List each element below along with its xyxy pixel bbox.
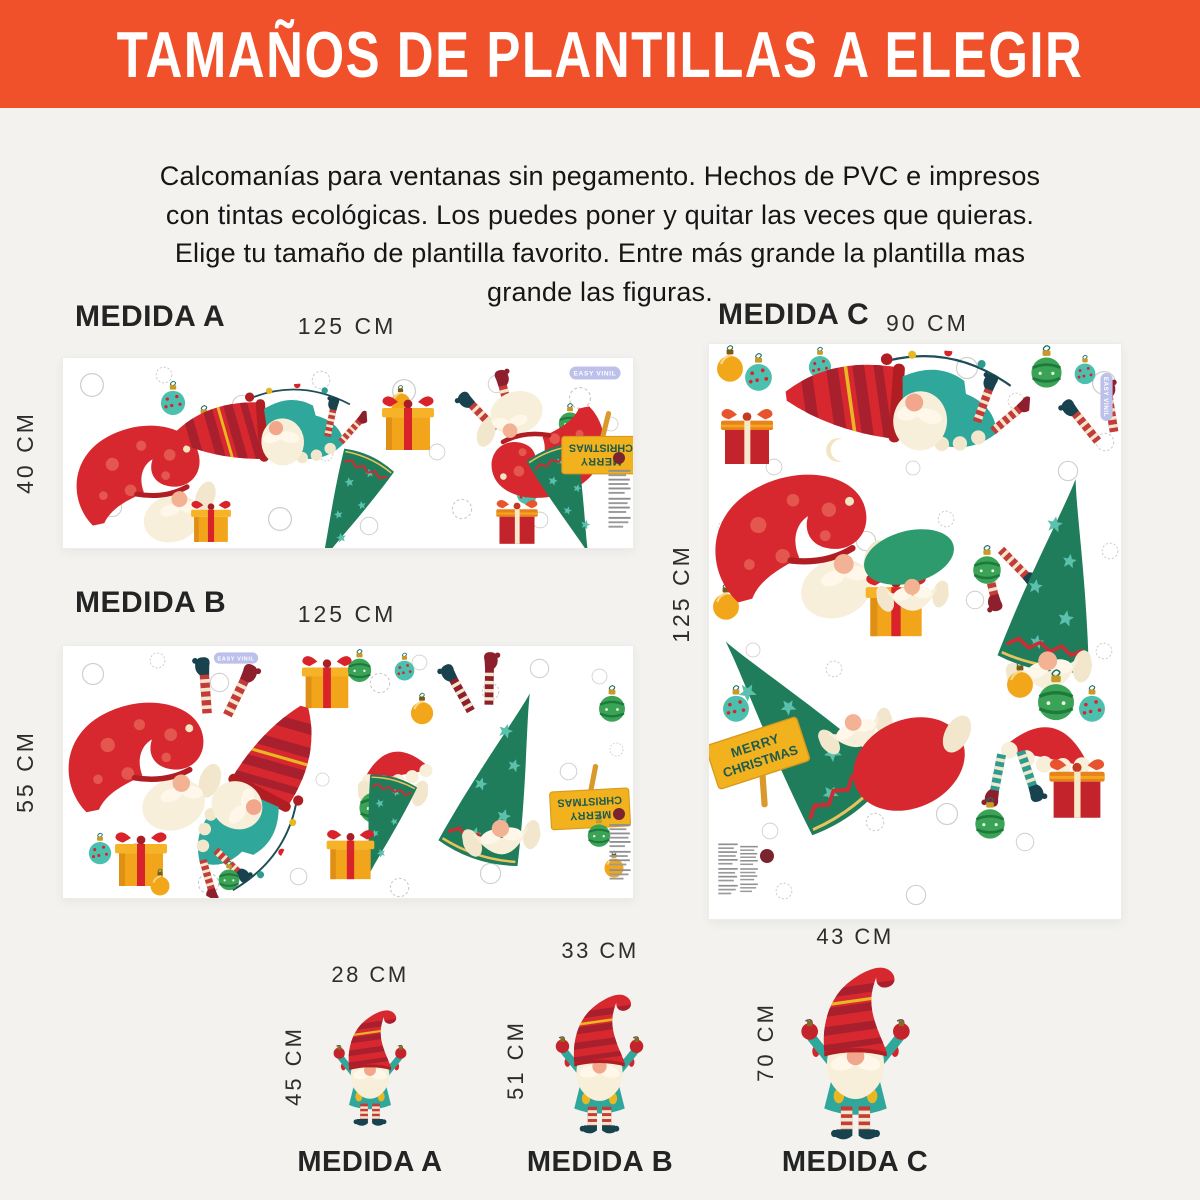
tree-icon [996, 471, 1121, 678]
brand-badge [569, 366, 621, 380]
gift-icon [382, 396, 434, 450]
template-a-width-label: 125 CM [297, 313, 397, 339]
bauble-icon [715, 344, 745, 383]
template-c-preview [708, 343, 1122, 920]
instructions-text-block [718, 843, 738, 895]
template-a-height-label: 40 CM [11, 410, 38, 494]
gnome-body-icon [853, 717, 965, 811]
intro-paragraph: Calcomanías para ventanas sin pegamento.… [159, 161, 1041, 307]
bauble-icon [409, 692, 435, 726]
bauble-icon [1074, 354, 1096, 385]
gnome-figure-a [328, 1000, 412, 1126]
bauble-icon [1030, 344, 1063, 390]
instructions-text-block [608, 469, 631, 528]
bauble-icon [394, 652, 415, 681]
figure-c-name: MEDIDA C [781, 1146, 929, 1178]
gift-icon [326, 829, 375, 880]
bauble-icon [88, 832, 112, 865]
pigtail-icon [942, 715, 972, 753]
gift-icon [721, 408, 773, 464]
bauble-icon [160, 380, 186, 416]
header-banner: TAMAÑOS DE PLANTILLAS A ELEGIR [0, 0, 1200, 108]
figure-a-width-label: 28 CM [331, 962, 409, 987]
template-a-preview [62, 357, 634, 549]
figure-c-width-label: 43 CM [816, 924, 894, 949]
gnome-figure-c [793, 952, 918, 1140]
bauble-icon [971, 544, 1003, 586]
bauble-icon [346, 648, 373, 684]
gift-icon [191, 500, 231, 542]
template-a-title: MEDIDA A [75, 300, 226, 333]
page-title: TAMAÑOS DE PLANTILLAS A ELEGIR [116, 17, 1084, 91]
christmas-stickers-illustration-c [709, 344, 1121, 906]
brand-logo-icon [760, 849, 774, 863]
template-b-width-label: 125 CM [297, 601, 397, 627]
gnome-figure-b [549, 982, 650, 1134]
gift-icon [496, 499, 538, 544]
gift-icon [301, 656, 353, 709]
template-c-height-label: 125 CM [667, 543, 694, 643]
brand-badge [1100, 373, 1113, 421]
template-c-title: MEDIDA C [718, 298, 870, 331]
tree-icon [297, 445, 395, 548]
moon-icon [826, 438, 842, 462]
bauble-icon [973, 796, 1007, 840]
figure-a-name: MEDIDA A [297, 1146, 443, 1178]
bauble-icon [744, 352, 773, 392]
template-c-width-label: 90 CM [886, 310, 969, 336]
elf-cap-icon [864, 529, 954, 585]
instructions-text-block [740, 845, 758, 893]
christmas-stickers-illustration-a [63, 364, 633, 548]
bauble-icon [1078, 685, 1106, 723]
template-b-title: MEDIDA B [75, 586, 227, 619]
bauble-icon [597, 684, 627, 723]
figure-b-name: MEDIDA B [526, 1146, 674, 1178]
brand-logo-icon [613, 808, 625, 820]
figure-b-height-label: 51 CM [503, 1020, 529, 1100]
legs-icon [434, 647, 514, 720]
christmas-stickers-illustration-b [63, 647, 633, 898]
figure-b-width-label: 33 CM [561, 938, 639, 963]
template-b-height-label: 55 CM [11, 729, 38, 813]
figure-a-height-label: 45 CM [281, 1026, 307, 1106]
brand-badge [213, 652, 259, 664]
figure-c-height-label: 70 CM [753, 1002, 779, 1082]
brand-logo-icon [613, 452, 625, 464]
gift-icon [1049, 759, 1105, 818]
template-b-preview [62, 645, 634, 899]
